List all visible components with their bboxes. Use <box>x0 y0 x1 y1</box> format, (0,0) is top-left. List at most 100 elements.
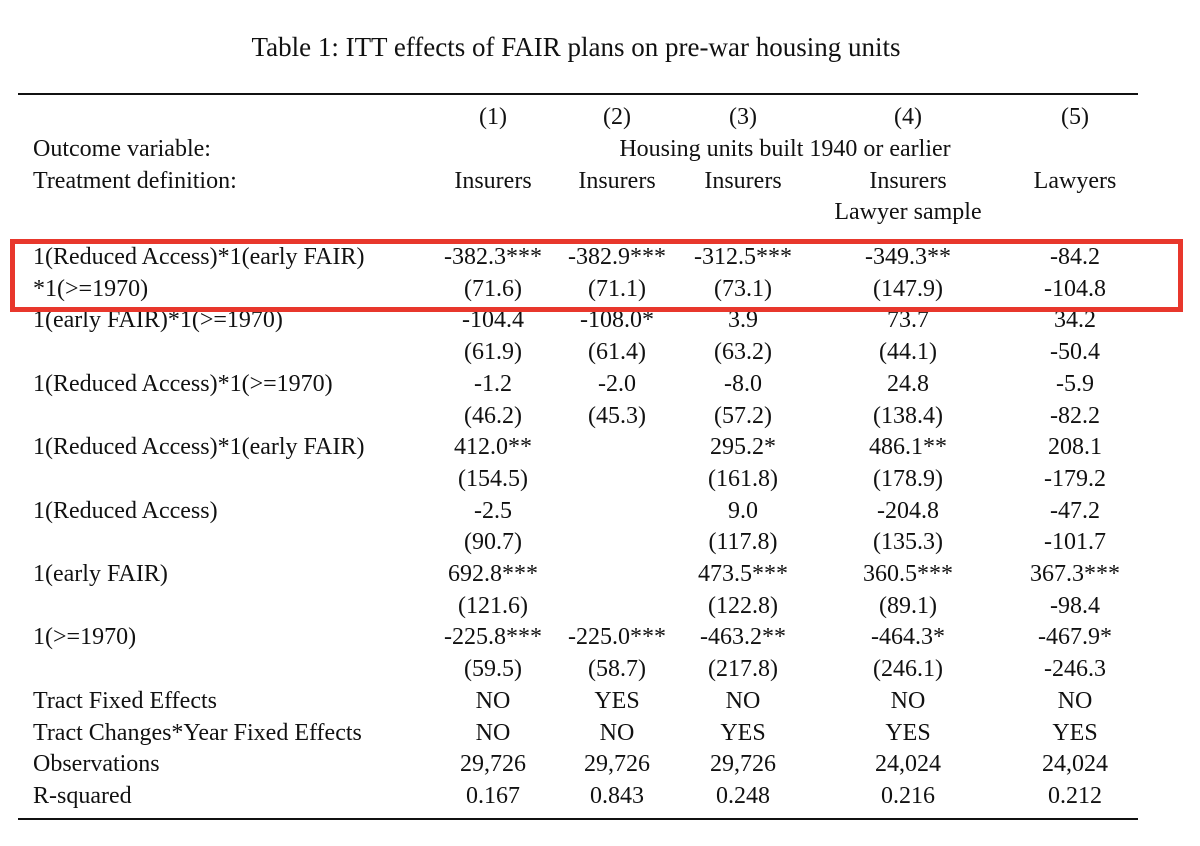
row-label: 1(Reduced Access) <box>33 498 218 524</box>
table-cell: (117.8) <box>708 529 778 555</box>
table-cell: -246.3 <box>1044 656 1106 682</box>
table-cell: 3.9 <box>728 307 758 333</box>
table-cell: NO <box>599 720 635 746</box>
table-cell: (45.3) <box>588 403 646 429</box>
table-cell: (246.1) <box>873 656 943 682</box>
table-cell: -84.2 <box>1050 244 1100 270</box>
table-cell: (121.6) <box>458 593 528 619</box>
treatment-label: Treatment definition: <box>33 168 237 194</box>
table-cell: (71.1) <box>588 276 646 302</box>
table-cell: -2.0 <box>598 371 636 397</box>
table-cell: 24.8 <box>887 371 929 397</box>
table-cell: YES <box>720 720 766 746</box>
col-number-1: (1) <box>479 104 507 130</box>
col-number-3: (3) <box>729 104 757 130</box>
row-label: 1(Reduced Access)*1(>=1970) <box>33 371 333 397</box>
table-cell: NO <box>475 688 511 714</box>
table-cell: -104.4 <box>462 307 524 333</box>
table-cell <box>557 463 677 495</box>
outcome-value: Housing units built 1940 or earlier <box>619 136 951 162</box>
col-number-4: (4) <box>894 104 922 130</box>
row-label: 1(early FAIR) <box>33 561 168 587</box>
row-label: Tract Fixed Effects <box>33 688 217 714</box>
table-cell: 9.0 <box>728 498 758 524</box>
table-cell: (57.2) <box>714 403 772 429</box>
treatment-col-4: Insurers <box>869 168 947 194</box>
table-cell: 0.216 <box>881 783 935 809</box>
treatment-col-5: Lawyers <box>1033 168 1117 194</box>
table-cell: YES <box>1052 720 1098 746</box>
table-cell: YES <box>594 688 640 714</box>
table-cell: 0.843 <box>590 783 644 809</box>
table-cell: -101.7 <box>1044 529 1106 555</box>
table-cell <box>557 590 677 622</box>
table-cell: (73.1) <box>714 276 772 302</box>
table-cell: (161.8) <box>708 466 778 492</box>
table-cell: -312.5*** <box>694 244 792 270</box>
table-cell: 208.1 <box>1048 434 1102 460</box>
table-cell: (61.4) <box>588 339 646 365</box>
table-cell: 0.212 <box>1048 783 1102 809</box>
table-cell: -179.2 <box>1044 466 1106 492</box>
table-cell <box>557 495 677 527</box>
row-label: 1(Reduced Access)*1(early FAIR) <box>33 434 365 460</box>
table-cell: -104.8 <box>1044 276 1106 302</box>
col-number-5: (5) <box>1061 104 1089 130</box>
row-label: Tract Changes*Year Fixed Effects <box>33 720 362 746</box>
table-cell: -47.2 <box>1050 498 1100 524</box>
table-cell: -467.9* <box>1038 624 1112 650</box>
table-cell: 73.7 <box>887 307 929 333</box>
treatment-col-3: Insurers <box>704 168 782 194</box>
table-cell: (59.5) <box>464 656 522 682</box>
treatment-col-2: Insurers <box>578 168 656 194</box>
table-cell: 0.167 <box>466 783 520 809</box>
row-label: *1(>=1970) <box>33 276 149 302</box>
table-cell: (61.9) <box>464 339 522 365</box>
row-label: R-squared <box>33 783 132 809</box>
table-cell: (90.7) <box>464 529 522 555</box>
row-label: Observations <box>33 751 160 777</box>
table-cell: (178.9) <box>873 466 943 492</box>
table-cell: -108.0* <box>580 307 654 333</box>
table-cell: -225.8*** <box>444 624 542 650</box>
table-cell <box>557 558 677 590</box>
table-cell: -1.2 <box>474 371 512 397</box>
table-cell: 295.2* <box>710 434 776 460</box>
table-cell: -50.4 <box>1050 339 1100 365</box>
table-cell: 486.1** <box>869 434 947 460</box>
table-cell: -5.9 <box>1056 371 1094 397</box>
table-cell: 24,024 <box>875 751 941 777</box>
table-cell: 367.3*** <box>1030 561 1120 587</box>
table-cell: 34.2 <box>1054 307 1096 333</box>
table-cell: 29,726 <box>460 751 526 777</box>
table-cell: (135.3) <box>873 529 943 555</box>
table-cell: NO <box>890 688 926 714</box>
table-cell: YES <box>885 720 931 746</box>
table-cell: 29,726 <box>584 751 650 777</box>
table-cell: -204.8 <box>877 498 939 524</box>
table-cell: (71.6) <box>464 276 522 302</box>
table-title: Table 1: ITT effects of FAIR plans on pr… <box>251 32 901 62</box>
table-cell: 473.5*** <box>698 561 788 587</box>
row-label: 1(>=1970) <box>33 624 137 650</box>
table-cell: 692.8*** <box>448 561 538 587</box>
table-cell: -382.9*** <box>568 244 666 270</box>
table-cell: -464.3* <box>871 624 945 650</box>
table-cell <box>557 431 677 463</box>
table-cell: -2.5 <box>474 498 512 524</box>
bottom-rule <box>18 818 1138 820</box>
table-cell: (89.1) <box>879 593 937 619</box>
table-cell: -98.4 <box>1050 593 1100 619</box>
outcome-label: Outcome variable: <box>33 136 211 162</box>
table-cell: NO <box>475 720 511 746</box>
table-cell: (46.2) <box>464 403 522 429</box>
table-cell: -8.0 <box>724 371 762 397</box>
table-cell: NO <box>1057 688 1093 714</box>
table-cell: -82.2 <box>1050 403 1100 429</box>
table-cell: 24,024 <box>1042 751 1108 777</box>
table-cell: (63.2) <box>714 339 772 365</box>
table-cell: 29,726 <box>710 751 776 777</box>
col-number-2: (2) <box>603 104 631 130</box>
table-cell: NO <box>725 688 761 714</box>
table-cell: (147.9) <box>873 276 943 302</box>
